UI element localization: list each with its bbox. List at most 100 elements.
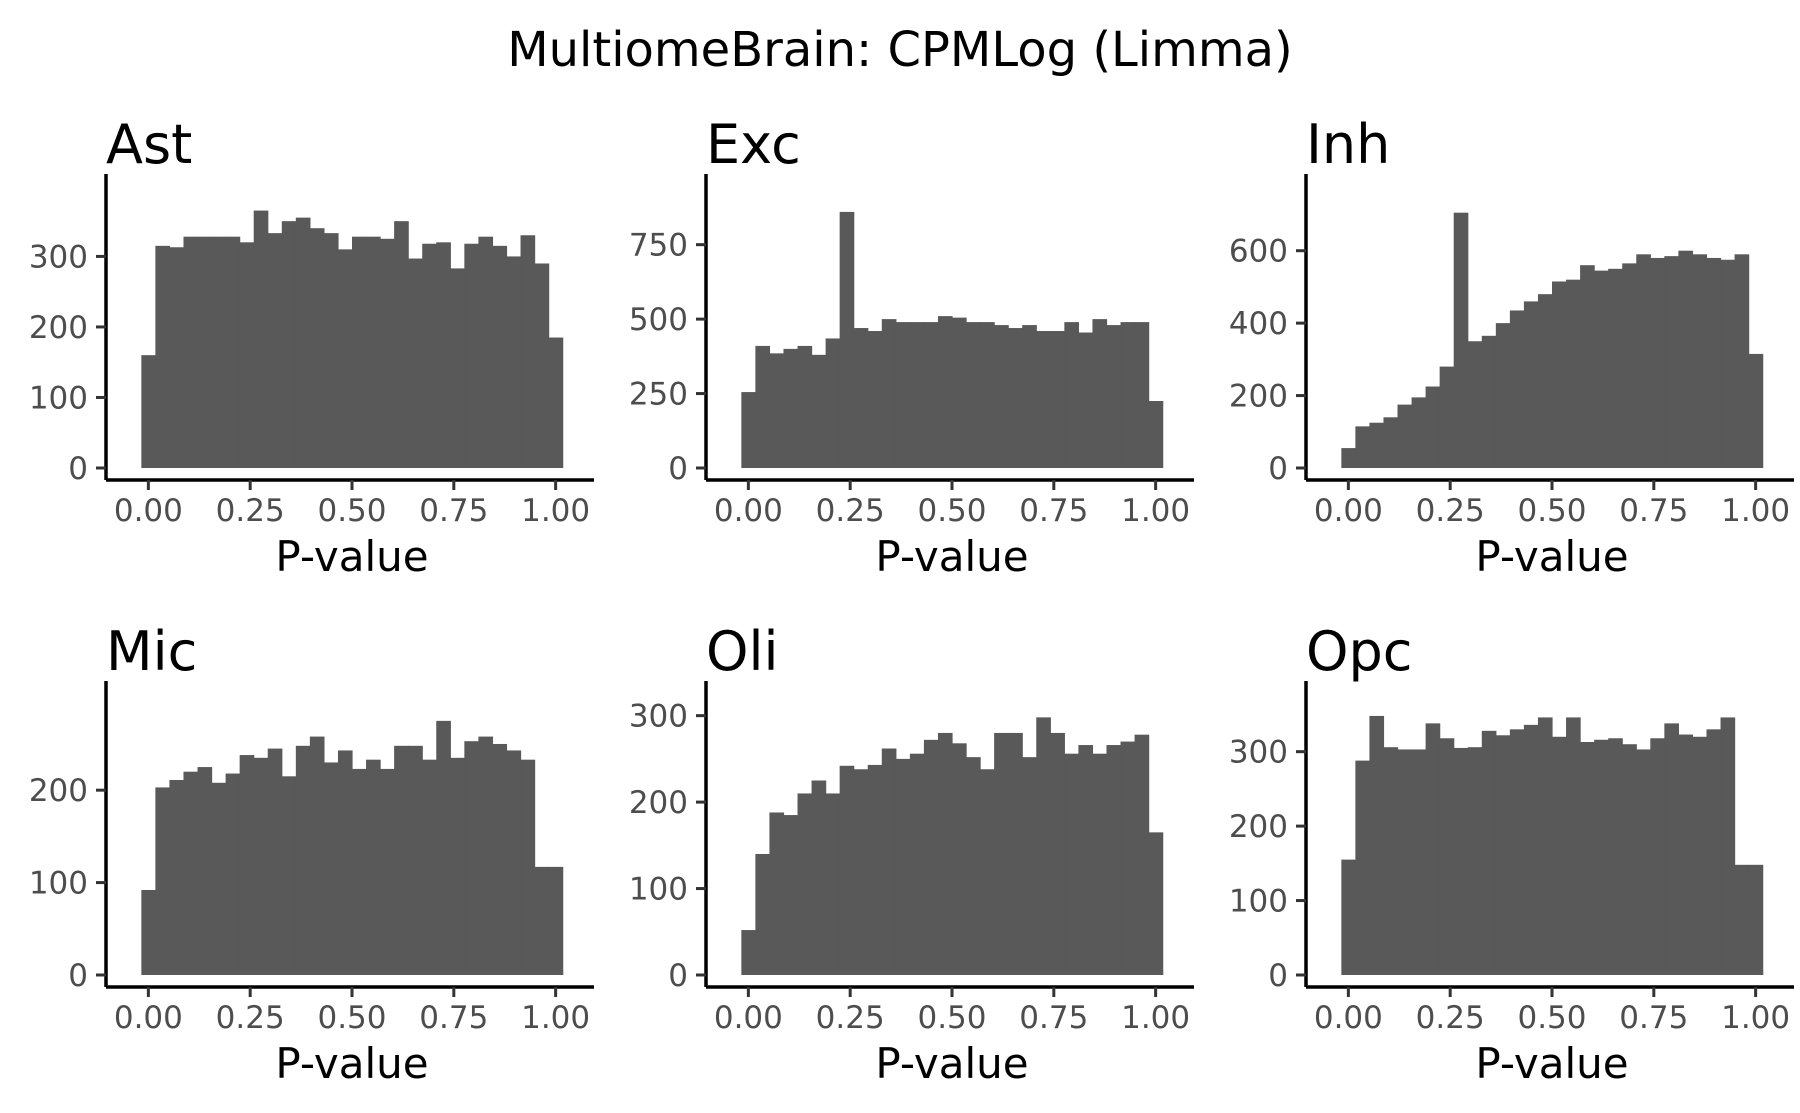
histogram-bar — [1509, 310, 1525, 468]
histogram-bar — [867, 764, 883, 975]
histogram-bar — [1566, 717, 1581, 975]
histogram-bar — [1495, 323, 1511, 468]
y-tick-label: 500 — [629, 302, 688, 338]
histogram-bar — [1481, 335, 1497, 468]
histogram-bar — [211, 782, 227, 975]
histogram-bar — [352, 236, 367, 468]
histogram-bar — [197, 236, 213, 468]
histogram-bar — [408, 258, 423, 468]
histogram-bar — [548, 866, 564, 975]
histogram-bar — [909, 753, 925, 975]
histogram-bar — [1664, 256, 1679, 468]
histogram-bar — [295, 745, 311, 975]
x-tick-label: 0.25 — [216, 493, 285, 529]
histogram-bar — [1706, 729, 1722, 975]
y-tick-label: 0 — [1268, 958, 1288, 994]
y-tick-label: 300 — [629, 699, 688, 735]
histogram-bar — [853, 328, 869, 468]
histogram-bar — [811, 780, 827, 975]
histogram-bar — [1092, 319, 1108, 468]
x-tick-label: 0.75 — [1019, 1000, 1088, 1036]
histogram-bar — [1664, 723, 1679, 975]
histogram-bar — [1397, 404, 1413, 468]
histogram-bar — [422, 243, 437, 468]
y-tick-label: 100 — [629, 872, 688, 908]
histogram-bar — [1383, 417, 1399, 468]
x-tick-label: 0.00 — [1314, 1000, 1383, 1036]
y-tick-label: 750 — [629, 228, 688, 264]
x-tick-label: 1.00 — [1721, 1000, 1790, 1036]
histogram-bar — [755, 853, 771, 975]
histogram-bar — [1608, 268, 1623, 468]
histogram-bar — [1692, 254, 1708, 468]
histogram-bar — [783, 348, 799, 468]
histogram-bar — [980, 322, 995, 468]
histogram-bar — [1509, 729, 1525, 975]
panel-title: Mic — [106, 620, 197, 683]
histogram-bar — [1134, 734, 1150, 975]
histogram-bar — [797, 793, 813, 975]
y-tick-label: 0 — [668, 958, 688, 994]
histogram-bar — [1467, 747, 1483, 975]
histogram-bar — [1678, 734, 1694, 975]
histogram-bar — [895, 758, 911, 975]
histogram-bar — [769, 353, 785, 468]
histogram-bar — [1622, 263, 1637, 468]
histogram-bar — [923, 739, 939, 975]
histogram-bar — [1050, 331, 1065, 468]
histogram-bar — [239, 242, 255, 468]
histogram-bar — [281, 221, 297, 468]
histogram-bar — [783, 815, 799, 975]
x-tick-label: 0.50 — [917, 493, 986, 529]
histogram-bar — [1411, 397, 1427, 468]
panel-title: Ast — [106, 113, 192, 176]
histogram-bar — [755, 345, 771, 468]
histogram-bar — [923, 322, 939, 468]
histogram-bar — [1148, 832, 1164, 975]
panel-inh: Inh 0 200 400 600 0.00 0.25 0.50 0.75 1.00 P-value — [1229, 113, 1794, 581]
histogram-bar — [1453, 212, 1469, 468]
histogram-bar — [825, 338, 841, 468]
y-tick-label: 200 — [629, 785, 688, 821]
x-tick-label: 0.25 — [816, 493, 885, 529]
y-tick-label: 300 — [1229, 735, 1288, 771]
y-tick-label: 0 — [1268, 451, 1288, 487]
x-axis-title: P-value — [875, 1039, 1028, 1088]
figure-title: MultiomeBrain: CPMLog (Limma) — [507, 22, 1293, 78]
histogram-bar — [1636, 254, 1651, 468]
x-tick-label: 0.50 — [317, 493, 386, 529]
histogram-bar — [1439, 366, 1455, 468]
histogram-bar — [881, 748, 897, 975]
histogram-bar — [952, 743, 967, 975]
histogram-bar — [1383, 747, 1399, 975]
histogram-bar — [966, 322, 981, 468]
histogram-bar — [323, 233, 339, 468]
histogram-bar — [1650, 738, 1665, 975]
x-tick-label: 0.50 — [317, 1000, 386, 1036]
y-tick-label: 300 — [29, 239, 88, 275]
x-axis-title: P-value — [875, 532, 1028, 581]
histogram-bar — [1720, 259, 1736, 468]
histogram-bar — [534, 263, 550, 468]
histogram-bar — [1411, 749, 1427, 975]
histogram-bar — [1594, 739, 1609, 975]
x-tick-label: 0.75 — [1619, 493, 1688, 529]
histogram-bar — [1355, 426, 1371, 468]
histogram-bar — [1106, 745, 1122, 975]
histogram-bar — [1734, 254, 1750, 468]
histogram-bar — [436, 242, 451, 468]
x-axis-title: P-value — [1475, 532, 1628, 581]
histogram-bar — [1734, 864, 1750, 975]
x-axis-title: P-value — [1475, 1039, 1628, 1088]
histogram-bar — [839, 765, 855, 975]
histogram-bar — [1453, 747, 1469, 975]
histogram-bar — [937, 732, 953, 975]
panel-opc: Opc 0 100 200 300 0.00 0.25 0.50 0.75 1.00 P-value — [1229, 620, 1794, 1088]
histogram-bar — [478, 736, 494, 975]
y-tick-label: 100 — [29, 380, 88, 416]
histogram-bar — [1748, 353, 1764, 468]
histogram-bar — [1622, 744, 1637, 975]
histogram-bar — [352, 768, 367, 975]
x-axis-title: P-value — [275, 1039, 428, 1088]
histogram-bar — [1636, 749, 1651, 975]
